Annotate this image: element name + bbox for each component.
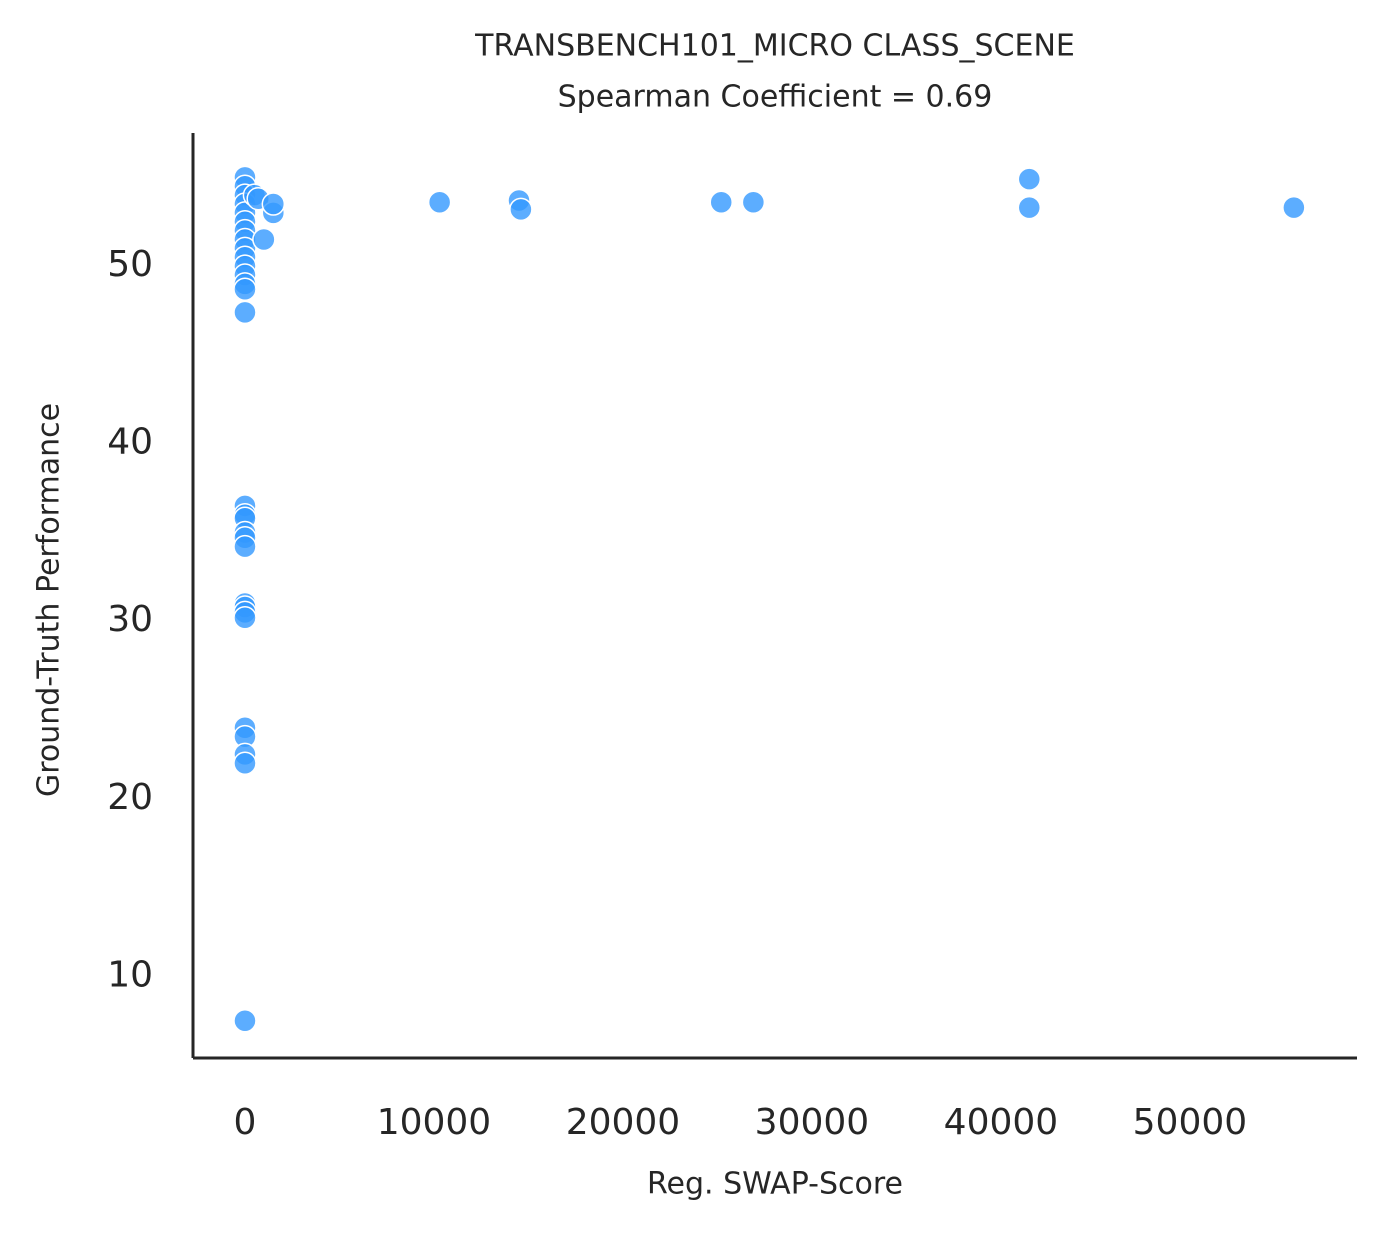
y-tick-label: 30 xyxy=(107,599,153,640)
point xyxy=(261,192,286,216)
point xyxy=(233,277,257,301)
point xyxy=(233,1008,257,1033)
x-axis-label: Reg. SWAP-Score xyxy=(647,1167,903,1202)
y-tick-label: 20 xyxy=(107,777,153,818)
y-tick-label: 10 xyxy=(107,954,153,995)
point xyxy=(509,197,533,222)
point xyxy=(233,605,257,630)
x-tick-label: 50000 xyxy=(1133,1102,1248,1143)
point xyxy=(1282,195,1306,220)
y-axis-label: Ground-Truth Performance xyxy=(32,403,67,797)
x-tick-label: 20000 xyxy=(566,1102,681,1143)
y-tick-label: 40 xyxy=(107,422,153,463)
chart-subtitle: Spearman Coefficient = 0.69 xyxy=(558,80,993,115)
x-tick-label: 40000 xyxy=(944,1102,1059,1143)
chart-title: TRANSBENCH101_MICRO CLASS_SCENE xyxy=(474,29,1075,64)
point xyxy=(709,190,733,214)
point xyxy=(233,751,257,776)
point xyxy=(233,534,257,559)
point xyxy=(741,190,766,214)
point xyxy=(1017,167,1042,191)
point xyxy=(1017,195,1042,220)
x-tick-label: 10000 xyxy=(377,1102,492,1143)
point xyxy=(233,300,257,325)
y-tick-label: 50 xyxy=(107,244,153,285)
x-tick-label: 30000 xyxy=(755,1102,870,1143)
point xyxy=(427,190,452,214)
x-tick-label: 0 xyxy=(234,1102,257,1143)
point xyxy=(252,227,276,252)
